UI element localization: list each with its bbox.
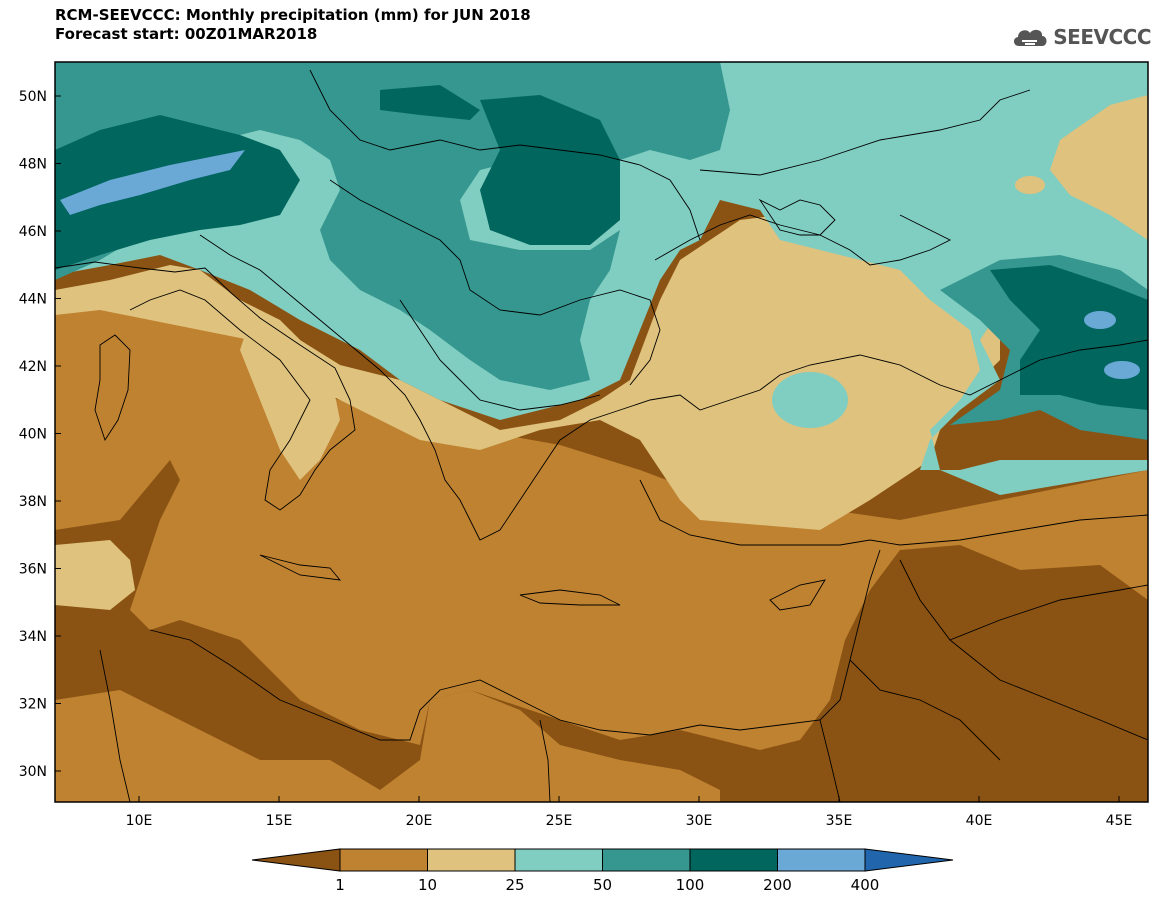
colorbar-segment <box>602 848 691 872</box>
logo-text: SEEVCCC <box>1053 25 1151 49</box>
precipitation-colorbar: 1 10 25 50 100 200 400 <box>251 848 954 894</box>
precip-turkey-teal <box>772 372 848 428</box>
colorbar-segment <box>777 848 866 872</box>
map-frame <box>54 61 1149 803</box>
lon-label: 35E <box>826 813 853 829</box>
precipitation-field <box>55 62 1148 802</box>
precip-caucasus-blue-2 <box>1104 361 1140 379</box>
lat-label: 48N <box>19 157 47 173</box>
coastlines <box>55 69 1148 802</box>
lat-label: 44N <box>19 292 47 308</box>
lat-label: 38N <box>19 494 47 510</box>
colorbar-label: 25 <box>505 876 524 894</box>
precip-ukraine-tan <box>1050 95 1148 240</box>
lat-label: 30N <box>19 764 47 780</box>
precip-band-25-50 <box>55 200 1000 530</box>
latitude-axis: 50N 48N 46N 44N 42N 40N 38N 36N 34N 32N 30N <box>19 89 61 780</box>
precip-west-tan <box>55 540 135 610</box>
seevccc-logo: SEEVCCC <box>1011 24 1151 50</box>
title-line-2: Forecast start: 00Z01MAR2018 <box>55 25 318 43</box>
lon-label: 40E <box>966 813 993 829</box>
precip-caucasus-blue-1 <box>1084 311 1116 329</box>
colorbar-segment <box>514 848 603 872</box>
lon-label: 45E <box>1106 813 1133 829</box>
colorbar-label: 10 <box>418 876 437 894</box>
precip-north-dark <box>380 85 480 120</box>
lon-label: 25E <box>546 813 573 829</box>
lat-label: 36N <box>19 562 47 578</box>
precip-italy-tan <box>240 320 340 480</box>
lat-label: 42N <box>19 359 47 375</box>
precip-band-200-400 <box>480 95 620 245</box>
colorbar-label: 400 <box>851 876 880 894</box>
lon-label: 10E <box>126 813 153 829</box>
title-line-1: RCM-SEEVCCC: Monthly precipitation (mm) … <box>55 6 531 24</box>
lat-label: 40N <box>19 427 47 443</box>
lat-label: 46N <box>19 224 47 240</box>
colorbar-under-triangle <box>251 848 341 872</box>
precip-ukraine-teal <box>680 62 1148 300</box>
lat-label: 34N <box>19 629 47 645</box>
colorbar-over-triangle <box>864 848 954 872</box>
longitude-axis: 10E 15E 20E 25E 30E 35E 40E 45E <box>126 796 1133 829</box>
precip-small-tan <box>1015 176 1045 194</box>
map-title: RCM-SEEVCCC: Monthly precipitation (mm) … <box>55 6 531 44</box>
lon-label: 15E <box>266 813 293 829</box>
lon-label: 30E <box>686 813 713 829</box>
colorbar-segment <box>339 848 428 872</box>
colorbar-label: 100 <box>676 876 705 894</box>
lat-label: 32N <box>19 697 47 713</box>
precip-band-10-25-south <box>55 690 720 802</box>
colorbar-segment <box>689 848 778 872</box>
cloud-icon <box>1014 29 1047 46</box>
colorbar-label: 1 <box>335 876 345 894</box>
colorbar-label: 50 <box>593 876 612 894</box>
lat-label: 50N <box>19 89 47 105</box>
precip-band-400plus <box>60 150 245 215</box>
colorbar-segment <box>427 848 516 872</box>
lon-label: 20E <box>406 813 433 829</box>
colorbar-label: 200 <box>763 876 792 894</box>
